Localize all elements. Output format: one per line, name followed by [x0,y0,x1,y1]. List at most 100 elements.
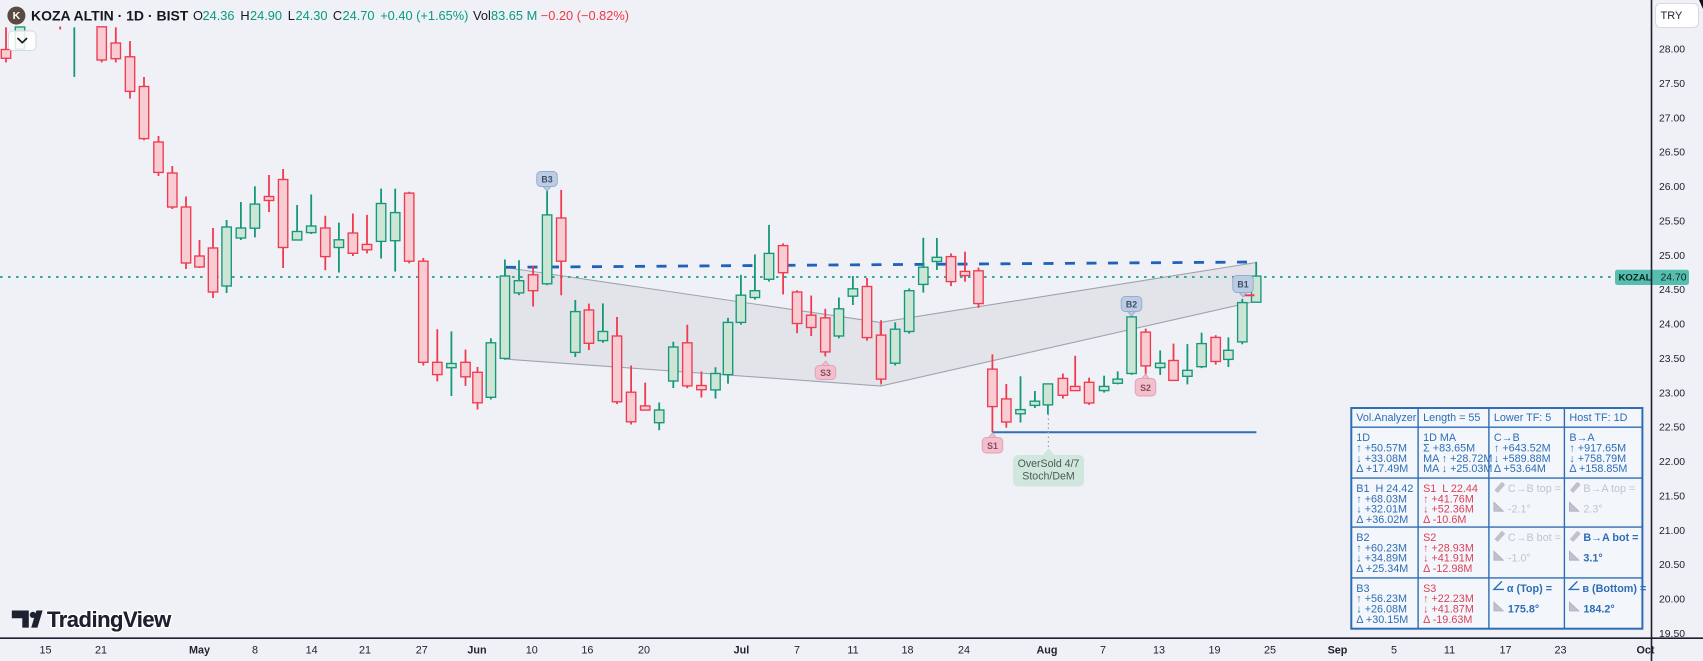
svg-text:Δ +36.02M: Δ +36.02M [1356,514,1408,526]
svg-text:S3: S3 [820,368,831,378]
svg-text:18: 18 [901,645,913,657]
svg-text:B1 H 24.42: B1 H 24.42 [1356,483,1413,495]
svg-text:KOZAL: KOZAL [1619,272,1652,283]
svg-text:S3: S3 [1423,583,1436,595]
svg-text:7: 7 [794,645,800,657]
svg-text:S1: S1 [987,441,998,451]
svg-text:Sep: Sep [1328,645,1348,657]
svg-text:Δ +17.49M: Δ +17.49M [1356,463,1408,475]
svg-text:B2: B2 [1126,300,1137,310]
svg-text:Length = 55: Length = 55 [1423,412,1480,424]
svg-text:3.1°: 3.1° [1583,553,1602,565]
svg-text:C→B bot =: C→B bot = [1508,532,1561,544]
svg-text:α (Top) =: α (Top) = [1507,583,1552,595]
svg-text:↓ +41.87M: ↓ +41.87M [1423,604,1474,616]
svg-text:MA ↓ +25.03M: MA ↓ +25.03M [1423,463,1492,475]
svg-text:-2.1°: -2.1° [1508,504,1531,516]
svg-text:-1.0°: -1.0° [1508,553,1531,565]
svg-text:19: 19 [1208,645,1220,657]
svg-text:B→A bot =: B→A bot = [1583,532,1638,544]
svg-text:TradingView: TradingView [47,607,172,632]
svg-text:B→A: B→A [1569,432,1595,444]
svg-text:28.00: 28.00 [1659,45,1685,56]
svg-text:Aug: Aug [1037,645,1058,657]
svg-text:↓ +33.08M: ↓ +33.08M [1356,453,1407,465]
svg-text:B1: B1 [1237,280,1248,290]
svg-text:Jul: Jul [734,645,750,657]
svg-text:S1 L 22.44: S1 L 22.44 [1423,483,1478,495]
svg-text:↑ +28.93M: ↑ +28.93M [1423,542,1474,554]
svg-text:Lower TF: 5: Lower TF: 5 [1494,412,1551,424]
svg-text:Vol.Analyzer: Vol.Analyzer [1356,412,1416,424]
svg-text:11: 11 [847,645,858,657]
svg-text:1D: 1D [1356,432,1370,444]
svg-text:27: 27 [416,645,428,657]
svg-text:↓ +41.91M: ↓ +41.91M [1423,553,1474,565]
svg-text:↑ +60.23M: ↑ +60.23M [1356,542,1407,554]
svg-text:↓ +34.89M: ↓ +34.89M [1356,553,1407,565]
svg-text:1D MA: 1D MA [1423,432,1457,444]
svg-text:H: H [240,8,249,23]
svg-text:13: 13 [1153,645,1165,657]
svg-text:24.36: 24.36 [203,8,235,23]
svg-text:24.00: 24.00 [1659,320,1685,331]
svg-text:Host TF: 1D: Host TF: 1D [1569,412,1627,424]
svg-text:↑ +643.52M: ↑ +643.52M [1494,443,1551,455]
svg-text:C→B top =: C→B top = [1508,483,1561,495]
svg-text:C: C [333,8,342,23]
svg-text:↓ +758.79M: ↓ +758.79M [1569,453,1626,465]
svg-text:↑ +22.23M: ↑ +22.23M [1423,593,1474,605]
svg-text:↑ +917.65M: ↑ +917.65M [1569,443,1626,455]
svg-text:2.3°: 2.3° [1583,504,1602,516]
svg-text:Δ +30.15M: Δ +30.15M [1356,614,1408,626]
svg-text:83.65: 83.65 [491,8,523,23]
svg-text:16: 16 [581,645,593,657]
svg-text:↓ +52.36M: ↓ +52.36M [1423,504,1474,516]
svg-text:23.50: 23.50 [1659,354,1685,365]
svg-text:Jun: Jun [467,645,486,657]
svg-text:S2: S2 [1140,383,1151,393]
svg-text:27.50: 27.50 [1659,79,1685,90]
svg-text:−0.20 (−0.82%): −0.20 (−0.82%) [541,8,629,23]
svg-text:B→A top =: B→A top = [1583,483,1635,495]
svg-text:21: 21 [95,645,107,657]
svg-text:8: 8 [252,645,258,657]
svg-text:TradingView: TradingView [47,607,172,632]
svg-text:в (Bottom) =: в (Bottom) = [1582,583,1646,595]
svg-text:7: 7 [1100,645,1106,657]
svg-text:TRY: TRY [1661,10,1683,22]
svg-text:21.00: 21.00 [1659,526,1685,537]
svg-text:O: O [193,8,203,23]
svg-text:20.50: 20.50 [1659,560,1685,571]
svg-text:19.50: 19.50 [1659,629,1685,640]
svg-text:↓ +32.01M: ↓ +32.01M [1356,504,1407,516]
svg-text:14: 14 [306,645,318,657]
svg-text:Δ +158.85M: Δ +158.85M [1569,463,1627,475]
svg-text:25: 25 [1264,645,1276,657]
svg-text:21.50: 21.50 [1659,491,1685,502]
svg-text:17: 17 [1499,645,1511,657]
svg-text:B3: B3 [1356,583,1369,595]
svg-text:22.00: 22.00 [1659,457,1685,468]
svg-text:15: 15 [39,645,51,657]
svg-text:24.30: 24.30 [296,8,328,23]
svg-text:24.90: 24.90 [250,8,282,23]
svg-text:Σ +83.65M: Σ +83.65M [1423,443,1475,455]
svg-text:M: M [527,8,538,23]
svg-text:↓ +589.88M: ↓ +589.88M [1494,453,1551,465]
svg-text:24: 24 [958,645,970,657]
svg-text:Δ +53.64M: Δ +53.64M [1494,463,1546,475]
svg-text:↑ +41.76M: ↑ +41.76M [1423,493,1474,505]
svg-text:↓ +26.08M: ↓ +26.08M [1356,604,1407,616]
svg-text:27.00: 27.00 [1659,113,1685,124]
svg-text:Stoch/DeM: Stoch/DeM [1022,471,1074,483]
svg-text:23: 23 [1554,645,1566,657]
svg-text:184.2°: 184.2° [1583,604,1614,616]
svg-text:KOZA ALTIN · 1D · BIST: KOZA ALTIN · 1D · BIST [31,8,189,24]
svg-text:Δ +25.34M: Δ +25.34M [1356,563,1408,575]
svg-text:MA ↑ +28.72M: MA ↑ +28.72M [1423,453,1492,465]
svg-text:26.00: 26.00 [1659,182,1685,193]
svg-text:B2: B2 [1356,532,1369,544]
svg-text:Δ -12.98M: Δ -12.98M [1423,563,1472,575]
svg-text:Δ -19.63M: Δ -19.63M [1423,614,1472,626]
